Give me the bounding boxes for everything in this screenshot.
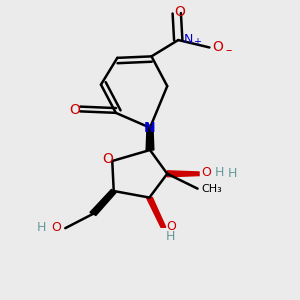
Text: O: O xyxy=(166,220,175,233)
Text: O: O xyxy=(201,167,211,179)
Polygon shape xyxy=(90,190,116,215)
Text: H: H xyxy=(215,167,224,179)
Text: O: O xyxy=(102,152,113,166)
Text: CH₃: CH₃ xyxy=(201,184,222,194)
Text: H: H xyxy=(37,221,46,234)
Text: +: + xyxy=(193,38,201,47)
Text: N: N xyxy=(144,121,156,135)
Text: O: O xyxy=(70,103,80,118)
Text: N: N xyxy=(184,33,194,46)
Polygon shape xyxy=(167,171,199,177)
Text: H: H xyxy=(166,230,175,243)
Text: H: H xyxy=(227,167,237,180)
Text: O: O xyxy=(51,221,61,234)
Polygon shape xyxy=(146,198,166,227)
Text: O: O xyxy=(174,5,185,20)
Text: O: O xyxy=(212,40,223,54)
Text: –: – xyxy=(226,44,232,57)
Polygon shape xyxy=(146,128,154,150)
